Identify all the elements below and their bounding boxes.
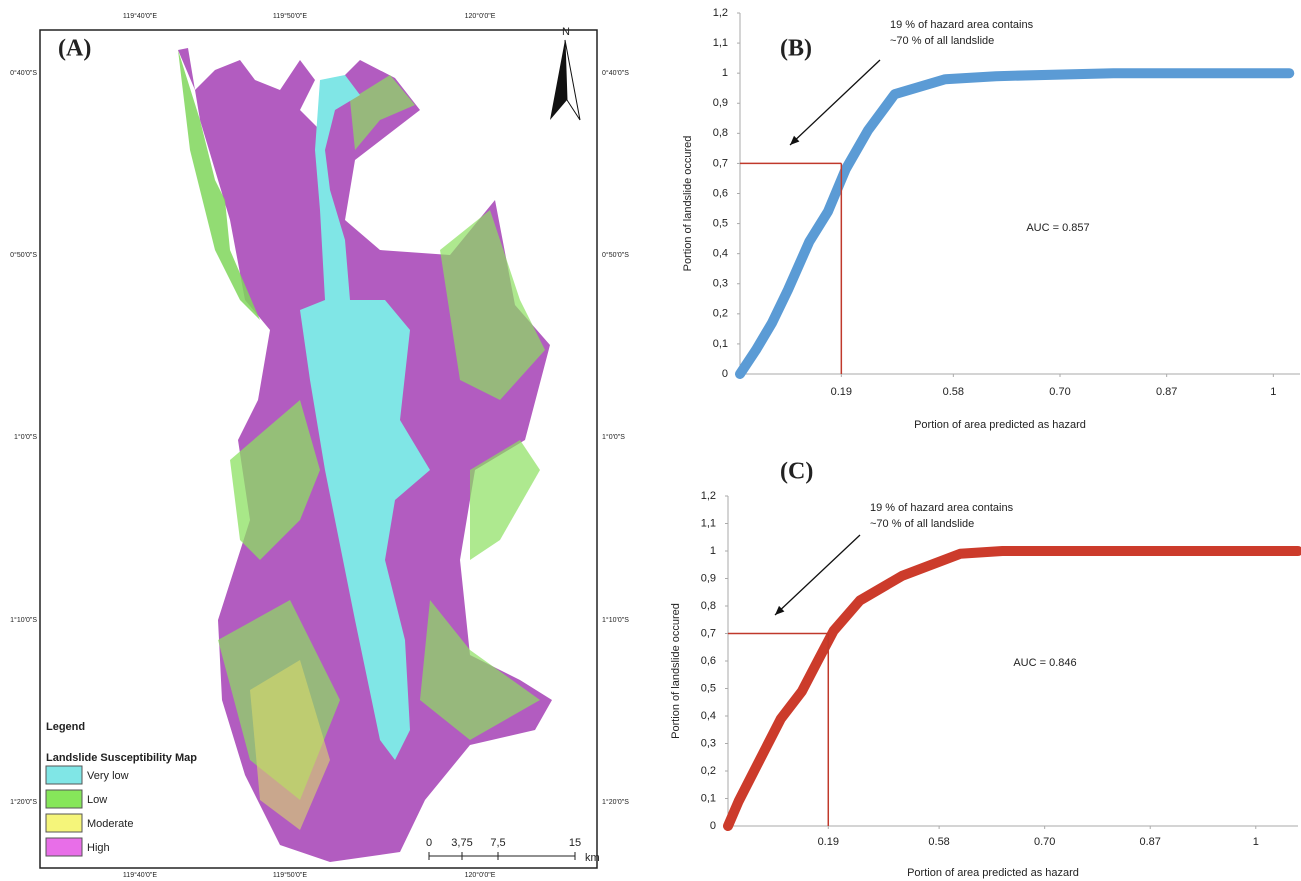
x-tick-label: 0.70 <box>1034 836 1055 848</box>
x-tick-label: 0.70 <box>1049 386 1070 398</box>
x-axis-label: Portion of area predicted as hazard <box>907 867 1079 879</box>
lon-label: 120°0'0"E <box>465 871 496 879</box>
y-tick-label: 0,7 <box>701 627 716 639</box>
y-tick-label: 1,2 <box>713 7 728 19</box>
lat-label: 1°20'0"S <box>10 798 37 806</box>
terrain-low <box>230 400 320 560</box>
y-tick-label: 0,2 <box>701 765 716 777</box>
scale-label: 3,75 <box>451 837 472 849</box>
x-axis-label: Portion of area predicted as hazard <box>914 419 1086 431</box>
x-tick-label: 0.19 <box>818 836 839 848</box>
terrain-low <box>470 440 540 560</box>
scale-label: 7,5 <box>490 837 505 849</box>
y-tick-label: 0,1 <box>701 792 716 804</box>
x-tick-label: 1 <box>1270 386 1276 398</box>
y-tick-label: 0,3 <box>701 737 716 749</box>
annotation: 19 % of hazard area contains <box>870 502 1014 514</box>
scale-label: 15 <box>569 837 581 849</box>
y-axis-label: Portion of landslide occured <box>682 136 694 272</box>
roc-curve <box>723 546 1301 831</box>
map-panel <box>39 29 598 869</box>
legend-swatch <box>45 789 83 809</box>
panel-label: (C) <box>780 459 813 485</box>
arrow-head <box>790 135 800 145</box>
legend-swatch <box>45 765 83 785</box>
y-tick-label: 0,9 <box>701 572 716 584</box>
x-tick-label: 0.19 <box>831 386 852 398</box>
annotation-arrow <box>789 59 881 146</box>
legend-swatch <box>45 813 83 833</box>
lat-label: 1°0'0"S <box>14 433 37 441</box>
legend-title: Legend <box>46 721 85 733</box>
y-axis-label: Portion of landslide occured <box>670 603 682 739</box>
x-tick-label: 0.58 <box>928 836 949 848</box>
y-tick-label: 0,9 <box>713 97 728 109</box>
y-tick-label: 0,8 <box>713 127 728 139</box>
annotation: ~70 % of all landslide <box>870 518 974 530</box>
lon-label: 119°50'0"E <box>273 12 307 20</box>
y-tick-label: 1 <box>722 67 728 79</box>
y-tick-label: 0 <box>710 820 716 832</box>
legend-swatch <box>45 837 83 857</box>
y-tick-label: 0,4 <box>713 248 728 260</box>
y-tick-label: 0,1 <box>713 338 728 350</box>
legend-label: Very low <box>87 770 129 782</box>
legend-label: Low <box>87 794 107 806</box>
terrain-low <box>420 600 540 740</box>
lon-label: 119°40'0"E <box>123 12 157 20</box>
lon-label: 119°40'0"E <box>123 871 157 879</box>
lat-label: 1°20'0"S <box>602 798 629 806</box>
legend-label: High <box>87 842 110 854</box>
y-tick-label: 0 <box>722 368 728 380</box>
annotation: ~70 % of all landslide <box>890 35 994 47</box>
y-tick-label: 0,2 <box>713 308 728 320</box>
y-tick-label: 0,7 <box>713 157 728 169</box>
terrain-low <box>178 50 260 320</box>
x-tick-label: 0.58 <box>943 386 964 398</box>
auc-label: AUC = 0.857 <box>1026 222 1089 234</box>
x-tick-label: 1 <box>1253 836 1259 848</box>
lat-label: 0°50'0"S <box>602 251 629 259</box>
y-tick-label: 1,1 <box>713 37 728 49</box>
y-tick-label: 0,8 <box>701 600 716 612</box>
x-tick-label: 0.87 <box>1156 386 1177 398</box>
scale-label: km <box>585 852 600 864</box>
panel-label: (B) <box>780 36 812 62</box>
annotation: 19 % of hazard area contains <box>890 19 1034 31</box>
north-arrow <box>564 39 581 121</box>
terrain-low <box>440 210 545 400</box>
lat-label: 0°50'0"S <box>10 251 37 259</box>
y-tick-label: 0,5 <box>701 682 716 694</box>
lat-label: 1°10'0"S <box>602 616 629 624</box>
x-tick-label: 0.87 <box>1140 836 1161 848</box>
roc-curve <box>735 68 1295 379</box>
north-arrow <box>550 40 567 120</box>
auc-label: AUC = 0.846 <box>1013 657 1076 669</box>
panel-label: (A) <box>58 36 91 62</box>
terrain-moderate <box>250 660 330 830</box>
legend-label: Moderate <box>87 818 133 830</box>
lat-label: 0°40'0"S <box>10 69 37 77</box>
y-tick-label: 0,6 <box>713 187 728 199</box>
annotation-arrow <box>774 534 861 616</box>
lat-label: 1°10'0"S <box>10 616 37 624</box>
y-tick-label: 1,1 <box>701 517 716 529</box>
lat-label: 0°40'0"S <box>602 69 629 77</box>
lat-label: 1°0'0"S <box>602 433 625 441</box>
lake <box>300 75 430 760</box>
arrow-head <box>775 605 785 615</box>
y-tick-label: 0,3 <box>713 278 728 290</box>
legend-subtitle: Landslide Susceptibility Map <box>46 752 197 764</box>
lon-label: 119°50'0"E <box>273 871 307 879</box>
scale-label: 0 <box>426 837 432 849</box>
y-tick-label: 0,4 <box>701 710 716 722</box>
north-label: N <box>562 26 570 38</box>
y-tick-label: 1,2 <box>701 490 716 502</box>
y-tick-label: 0,6 <box>701 655 716 667</box>
terrain-low <box>350 75 415 150</box>
y-tick-label: 0,5 <box>713 217 728 229</box>
lon-label: 120°0'0"E <box>465 12 496 20</box>
y-tick-label: 1 <box>710 545 716 557</box>
